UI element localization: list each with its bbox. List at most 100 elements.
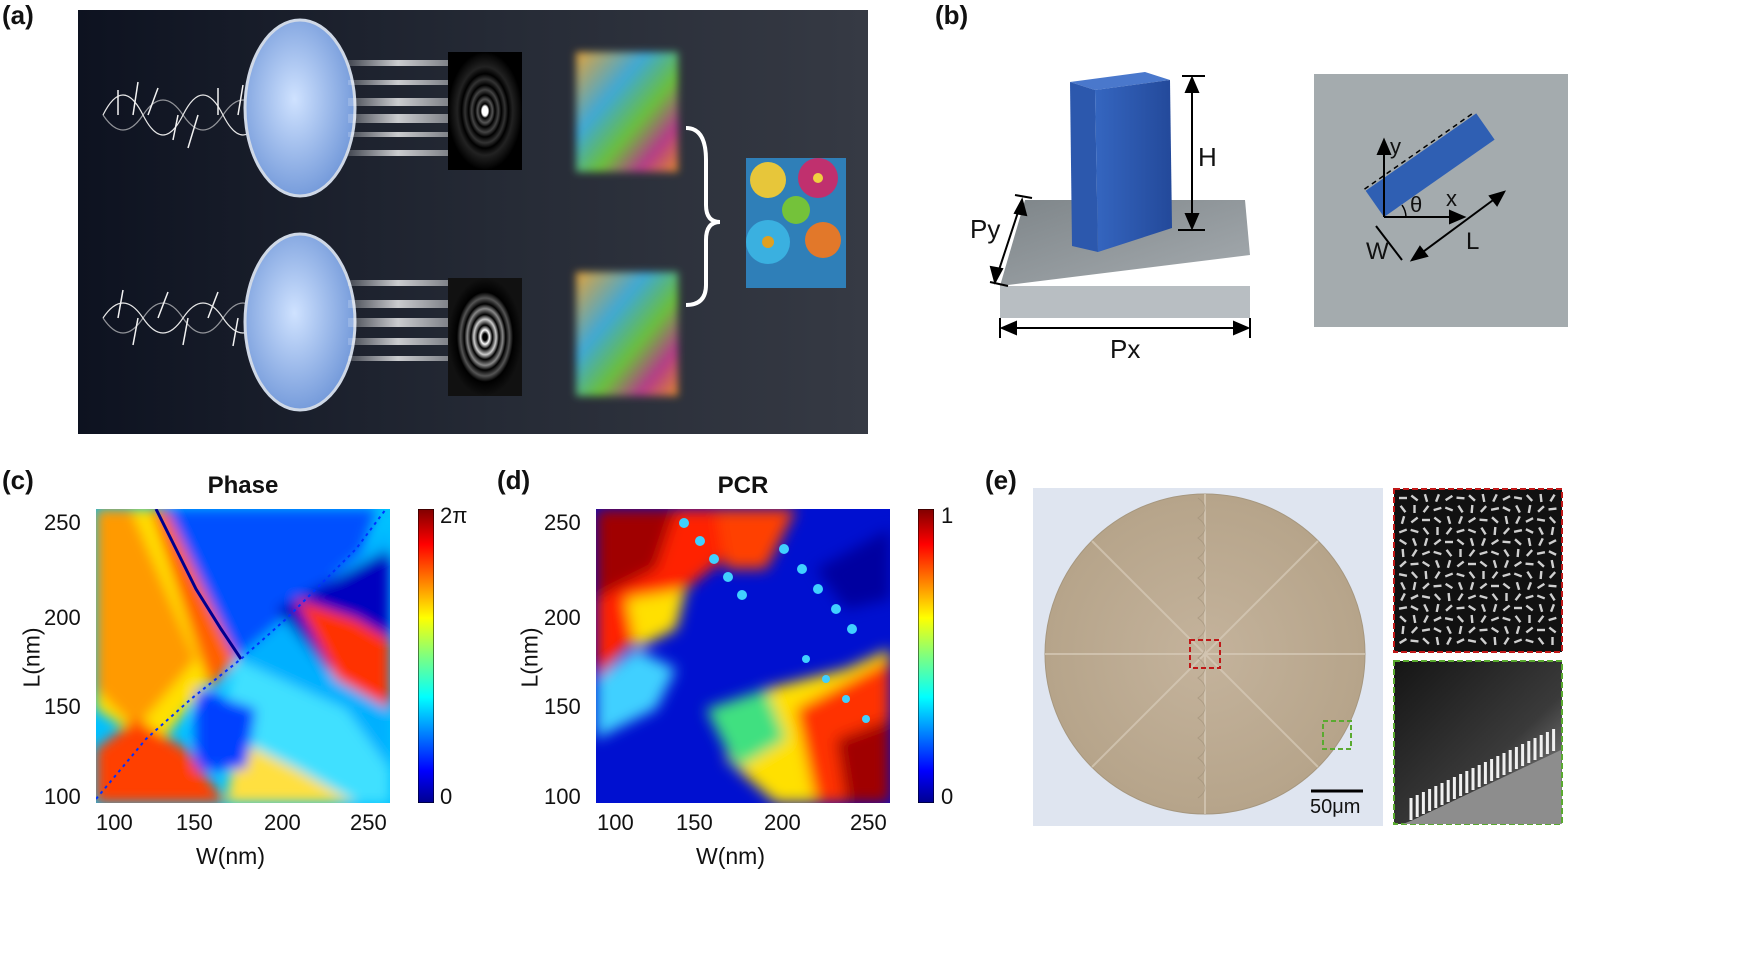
sem-nanofin [1444, 582, 1454, 590]
sem-nanofin [1536, 582, 1546, 590]
sem-nanofin [1504, 515, 1509, 525]
chart-d-ytick-150: 150 [544, 694, 581, 719]
sem-nanofin [1468, 562, 1476, 566]
chart-c-ylabel: L(nm) [18, 627, 45, 688]
sem-nanofin [1490, 626, 1500, 634]
sem-nanofin [1467, 528, 1477, 534]
sem-nanofin [1513, 638, 1523, 644]
sem-nanofin [1480, 614, 1487, 624]
sem-nanofin [1548, 584, 1557, 588]
chart-d-xtick-150: 150 [676, 810, 713, 835]
sem-nanofin [1525, 604, 1534, 612]
sem-nanofin [1446, 636, 1452, 646]
panel-label-c: (c) [2, 465, 34, 495]
sem-nanofin [1456, 572, 1465, 578]
sem-nanofin [1514, 593, 1522, 601]
pillar-side [1095, 80, 1172, 252]
sem-nanofin [1422, 527, 1430, 535]
panel-label-b: (b) [935, 0, 969, 30]
sem-nanofin [1479, 628, 1488, 632]
panel-label-e: (e) [985, 465, 1017, 495]
chart-d-colorbar-min: 0 [941, 784, 954, 809]
sem-nanofin [1548, 550, 1557, 556]
focused-beam-bottom [348, 280, 448, 361]
sem-nanofin [1458, 625, 1463, 635]
sem-nanofin [1410, 494, 1419, 502]
sem-nanofin [1516, 548, 1520, 558]
sem-nanofin [1537, 628, 1545, 632]
pillar-top [1070, 72, 1170, 90]
chart-d-title: PCR [717, 472, 769, 499]
chart-c-colorbar-max: 2π [440, 503, 468, 528]
sem-nanofin [1410, 639, 1419, 643]
chart-c-xlabel: W(nm) [196, 843, 265, 869]
panel-e-sem-top [1393, 488, 1563, 653]
sem-nanofin [1398, 538, 1408, 546]
sem-nanofin [1513, 529, 1523, 533]
chart-c-title: Phase [207, 472, 279, 499]
sem-nanofin [1490, 538, 1500, 546]
chart-c-colorbar-min: 0 [440, 784, 453, 809]
sem-nanofin [1456, 606, 1465, 610]
sem-nanofin [1468, 494, 1476, 502]
sem-nanofin [1401, 625, 1405, 635]
sem-nanofin [1470, 614, 1474, 624]
sem-nanofin [1492, 603, 1498, 613]
sem-nanofin [1539, 493, 1543, 503]
sem-nanofin [1433, 538, 1442, 546]
sem-nanofin [1525, 528, 1534, 534]
sem-nanofin [1502, 616, 1511, 622]
sem-nanofin [1480, 537, 1487, 547]
sem-nanofin [1548, 516, 1557, 524]
sem-nanofin [1479, 637, 1488, 645]
sem-nanofin [1457, 504, 1464, 514]
sem-nanofin [1493, 526, 1497, 536]
sem-nanofin [1422, 518, 1430, 522]
sem-nanofin [1550, 559, 1555, 569]
nanofin-top [1365, 113, 1495, 217]
sem-nanofin [1469, 537, 1475, 547]
zoom-box-center [1189, 639, 1221, 669]
sem-nanofin [1467, 639, 1477, 643]
sem-nanofin [1502, 506, 1511, 512]
chart-d-colorbar [918, 509, 934, 803]
sem-nanofin [1435, 636, 1440, 646]
sem-nanofin [1456, 638, 1465, 644]
panel-b-top-view [1314, 74, 1568, 327]
sem-nanofin [1444, 572, 1454, 578]
sem-nanofin [1398, 606, 1408, 610]
sem-nanofin [1422, 637, 1430, 645]
sem-nanofin [1527, 537, 1532, 547]
sem-nanofin [1421, 560, 1431, 568]
sem-nanofin [1479, 560, 1488, 568]
sem-nanofin [1481, 493, 1486, 503]
sem-nanofin [1423, 614, 1429, 624]
dim-label-py: Py [970, 214, 1001, 244]
chart-d-xtick-250: 250 [850, 810, 887, 835]
sem-nanofin [1502, 527, 1511, 535]
sem-nanofin [1537, 505, 1545, 513]
sem-nanofin [1444, 494, 1454, 502]
sem-nanofin [1436, 527, 1439, 535]
sem-nanofin [1502, 540, 1511, 544]
sem-nanofin [1503, 559, 1510, 569]
sem-nanofin [1446, 625, 1452, 635]
chart-d-xtick-200: 200 [764, 810, 801, 835]
sem-nanofin [1457, 581, 1464, 591]
panel-label-d: (d) [497, 465, 531, 495]
panel-e-metalens-micrograph [1033, 488, 1383, 826]
sem-nanofin [1537, 560, 1545, 568]
panel-a-illustration [78, 10, 868, 434]
sem-nanofin [1526, 570, 1533, 580]
brace [685, 126, 721, 307]
sem-nanofin [1503, 625, 1510, 635]
sem-nanofin [1549, 603, 1556, 613]
sem-nanofin [1412, 614, 1417, 624]
sem-nanofin [1548, 571, 1557, 579]
sem-nanofin [1423, 603, 1429, 613]
sem-nanofin [1413, 505, 1416, 513]
sem-nanofin [1468, 549, 1476, 557]
sem-nanofin [1433, 506, 1442, 512]
sem-nanofin [1539, 570, 1543, 580]
sem-nanofin [1421, 550, 1431, 556]
